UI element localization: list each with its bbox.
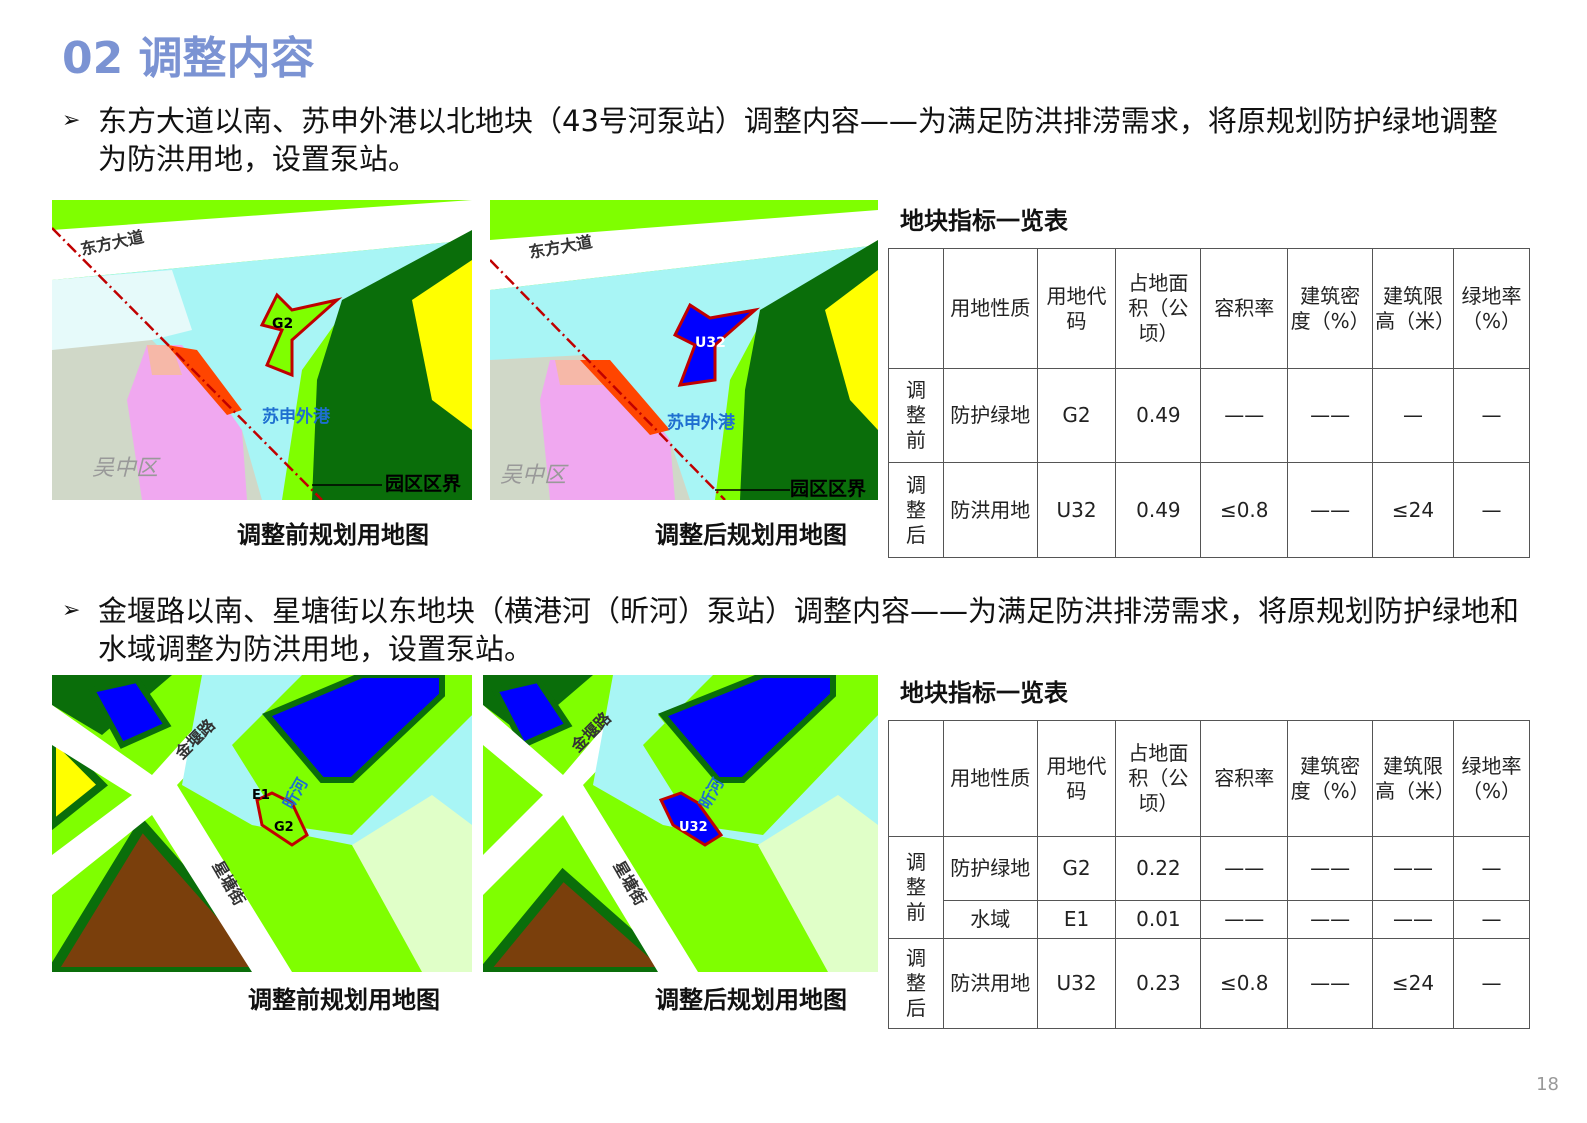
header-cell: 用地性质 xyxy=(942,720,1038,837)
plot-label: U32 xyxy=(679,820,708,835)
plot-label: G2 xyxy=(272,316,293,332)
arrow-bullet-icon: ➢ xyxy=(62,108,81,133)
group-label: 调整前 xyxy=(905,850,926,924)
cell: U32 xyxy=(1036,462,1117,558)
cell: —— xyxy=(1200,900,1289,939)
group-cell: 调整后 xyxy=(888,462,944,558)
header-cell: 建筑限高（米） xyxy=(1372,720,1455,837)
group-label: 调整前 xyxy=(905,378,926,452)
cell: 防护绿地 xyxy=(942,368,1038,463)
boundary-label: 园区区界 xyxy=(385,473,461,495)
cell: —— xyxy=(1287,836,1374,901)
cell: —— xyxy=(1200,368,1289,463)
header-cell: 建筑限高（米） xyxy=(1372,248,1455,369)
district-label: 吴中区 xyxy=(92,456,161,481)
header-cell xyxy=(888,248,944,369)
cell: 0.49 xyxy=(1115,462,1202,558)
cell: ≤0.8 xyxy=(1200,462,1289,558)
cell: G2 xyxy=(1036,368,1117,463)
table2: 用地性质 用地代码 占地面积（公顷） 容积率 建筑密度（%） 建筑限高（米） 绿… xyxy=(888,720,1531,1029)
cell: 防洪用地 xyxy=(942,938,1038,1029)
header-cell: 用地性质 xyxy=(942,248,1038,369)
caption-after-1: 调整后规划用地图 xyxy=(655,521,847,549)
header-cell: 建筑密度（%） xyxy=(1287,720,1374,837)
header-cell xyxy=(888,720,944,837)
plot2-label: G2 xyxy=(274,820,294,835)
map-before-1: 东方大道 苏申外港 吴中区 园区区界 G2 xyxy=(52,200,472,500)
cell: —— xyxy=(1287,900,1374,939)
group-label: 调整后 xyxy=(905,472,926,547)
table1: 用地性质 用地代码 占地面积（公顷） 容积率 建筑密度（%） 建筑限高（米） 绿… xyxy=(888,248,1531,558)
cell: 0.23 xyxy=(1115,938,1202,1029)
map-before-2: 金堰路 星塘街 昕河 E1 G2 xyxy=(52,675,472,972)
cell: E1 xyxy=(1036,900,1117,939)
section1-text: 东方大道以南、苏申外港以北地块（43号河泵站）调整内容——为满足防洪排涝需求，将… xyxy=(98,104,1498,176)
header-cell: 建筑密度（%） xyxy=(1287,248,1374,369)
table-row: 调整前 防护绿地 G2 0.22 —— —— —— — xyxy=(888,836,1531,939)
header-cell: 绿地率（%） xyxy=(1452,720,1531,837)
cell: 0.01 xyxy=(1115,900,1202,939)
table-header-row: 用地性质 用地代码 占地面积（公顷） 容积率 建筑密度（%） 建筑限高（米） 绿… xyxy=(888,248,1531,369)
map-after-2: 金堰路 星塘街 昕河 U32 xyxy=(483,675,878,972)
river-label: 苏申外港 xyxy=(667,412,736,433)
header-cell: 容积率 xyxy=(1200,720,1289,837)
header-cell: 容积率 xyxy=(1200,248,1289,369)
boundary-label: 园区区界 xyxy=(790,478,866,500)
cell: —— xyxy=(1200,836,1289,901)
table1-title: 地块指标一览表 xyxy=(900,207,1068,235)
cell: 0.49 xyxy=(1115,368,1202,463)
cell: 0.22 xyxy=(1115,836,1202,901)
cell: —— xyxy=(1287,462,1374,558)
caption-before-1: 调整前规划用地图 xyxy=(237,521,429,549)
page-number: 18 xyxy=(1536,1074,1559,1095)
header-cell: 用地代码 xyxy=(1036,248,1117,369)
cell: —— xyxy=(1287,938,1374,1029)
header-cell: 占地面积（公顷） xyxy=(1115,720,1202,837)
cell: — xyxy=(1452,900,1531,939)
cell: U32 xyxy=(1036,938,1117,1029)
header-cell: 用地代码 xyxy=(1036,720,1117,837)
table-row: 调整前 防护绿地 G2 0.49 —— —— — — xyxy=(888,368,1531,463)
table-row: 水域 E1 0.01 —— —— —— — xyxy=(889,900,1531,939)
cell: — xyxy=(1452,462,1531,558)
cell: —— xyxy=(1372,900,1454,939)
cell: — xyxy=(1452,836,1531,901)
cell: —— xyxy=(1372,836,1454,901)
river-label: 苏申外港 xyxy=(262,406,331,427)
cell: 水域 xyxy=(942,900,1038,939)
group-cell: 调整后 xyxy=(888,938,944,1029)
table-row: 调整后 防洪用地 U32 0.23 ≤0.8 —— ≤24 — xyxy=(888,938,1531,1029)
group-cell: 调整前 xyxy=(888,368,944,463)
group-label: 调整后 xyxy=(905,946,926,1020)
caption-before-2: 调整前规划用地图 xyxy=(248,986,440,1014)
cell: — xyxy=(1452,938,1531,1029)
map-after-1: 东方大道 苏申外港 吴中区 园区区界 U32 xyxy=(490,200,878,500)
arrow-bullet-icon: ➢ xyxy=(62,598,81,623)
cell: ≤0.8 xyxy=(1200,938,1289,1029)
cell: — xyxy=(1372,368,1454,463)
cell: ≤24 xyxy=(1372,938,1454,1029)
cell: G2 xyxy=(1036,836,1117,901)
cell: 防护绿地 xyxy=(942,836,1038,901)
table2-title: 地块指标一览表 xyxy=(900,679,1068,707)
district-label: 吴中区 xyxy=(500,463,569,488)
plot1-label: E1 xyxy=(252,788,270,803)
header-cell: 占地面积（公顷） xyxy=(1115,248,1202,369)
section1-bullet: ➢ 东方大道以南、苏申外港以北地块（43号河泵站）调整内容——为满足防洪排涝需求… xyxy=(62,102,1522,178)
section2-bullet: ➢ 金堰路以南、星塘街以东地块（横港河（昕河）泵站）调整内容——为满足防洪排涝需… xyxy=(62,592,1522,668)
table-header-row: 用地性质 用地代码 占地面积（公顷） 容积率 建筑密度（%） 建筑限高（米） 绿… xyxy=(888,720,1531,837)
page-title: 02 调整内容 xyxy=(62,33,315,84)
group-cell: 调整前 xyxy=(888,836,944,939)
plot-label: U32 xyxy=(695,335,726,351)
cell: —— xyxy=(1287,368,1374,463)
table-row: 调整后 防洪用地 U32 0.49 ≤0.8 —— ≤24 — xyxy=(888,462,1531,558)
section2-text: 金堰路以南、星塘街以东地块（横港河（昕河）泵站）调整内容——为满足防洪排涝需求，… xyxy=(98,594,1520,666)
cell: — xyxy=(1452,368,1531,463)
caption-after-2: 调整后规划用地图 xyxy=(655,986,847,1014)
cell: 防洪用地 xyxy=(942,462,1038,558)
header-cell: 绿地率（%） xyxy=(1452,248,1531,369)
cell: ≤24 xyxy=(1372,462,1454,558)
